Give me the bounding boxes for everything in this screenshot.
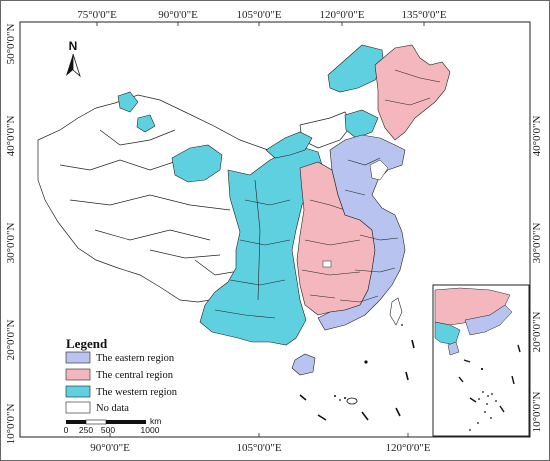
scale-bar: km 0 250 500 1000 <box>64 416 162 435</box>
top-tick-label: 120°0'0"E <box>319 9 364 21</box>
inset-tick-label: 10°0'0"N <box>531 392 543 433</box>
scale-label: 500 <box>101 425 115 435</box>
legend-label: The eastern region <box>96 353 175 364</box>
eastern-region <box>291 134 406 376</box>
inset-axis-labels: 20°0'0"N 10°0'0"N <box>531 312 543 433</box>
left-tick-label: 10°0'0"N <box>5 404 17 445</box>
tick-marks <box>96 22 425 437</box>
legend-title: Legend <box>66 336 108 351</box>
right-axis-labels: 40°0'0"N 30°0'0"N <box>531 116 543 264</box>
taiwan-island <box>389 297 403 326</box>
top-tick-label: 90°0'0"E <box>158 9 198 21</box>
legend-swatch-nodata <box>65 401 91 414</box>
bottom-tick-label: 90°0'0"E <box>90 442 130 454</box>
bohai-sea <box>369 159 389 181</box>
scale-label: 250 <box>79 425 93 435</box>
left-axis-labels: 50°0'0"N 40°0'0"N 30°0'0"N 20°0'0"N 10°0… <box>5 24 17 445</box>
legend-label: The western region <box>96 387 178 398</box>
legend-swatch-western <box>65 385 91 398</box>
central-region <box>296 44 451 316</box>
north-arrow-icon <box>66 54 73 76</box>
top-tick-label: 135°0'0"E <box>401 9 446 21</box>
south-sea-lines <box>299 339 415 421</box>
scale-unit: km <box>150 416 161 426</box>
bottom-tick-label: 105°0'0"E <box>236 442 281 454</box>
legend-swatch-eastern <box>65 351 91 364</box>
top-axis-labels: 75°0'0"E 90°0'0"E 105°0'0"E 120°0'0"E 13… <box>77 9 447 21</box>
scale-label: 0 <box>64 425 69 435</box>
legend-swatch-central <box>65 368 91 381</box>
legend-label: The central region <box>96 370 174 381</box>
legend-label: No data <box>96 403 129 414</box>
left-tick-label: 40°0'0"N <box>5 116 17 157</box>
left-tick-label: 50°0'0"N <box>5 24 17 65</box>
legend: Legend The eastern region The central re… <box>65 336 178 414</box>
top-tick-label: 75°0'0"E <box>77 9 117 21</box>
western-region <box>117 44 385 346</box>
north-arrow: N <box>66 39 81 78</box>
right-tick-label: 30°0'0"N <box>531 223 543 264</box>
scale-label: 1000 <box>141 425 160 435</box>
top-tick-label: 105°0'0"E <box>236 9 281 21</box>
north-label: N <box>69 39 78 53</box>
map-neatline <box>19 21 531 438</box>
bottom-axis-labels: 90°0'0"E 105°0'0"E 120°0'0"E <box>90 442 431 454</box>
right-tick-label: 40°0'0"N <box>531 116 543 157</box>
south-sea-islands <box>334 324 403 401</box>
bottom-tick-label: 120°0'0"E <box>385 442 430 454</box>
island-outline <box>346 397 358 405</box>
left-tick-label: 30°0'0"N <box>5 223 17 264</box>
inset-map <box>432 284 530 437</box>
left-tick-label: 20°0'0"N <box>5 320 17 361</box>
inset-tick-label: 20°0'0"N <box>531 312 543 353</box>
